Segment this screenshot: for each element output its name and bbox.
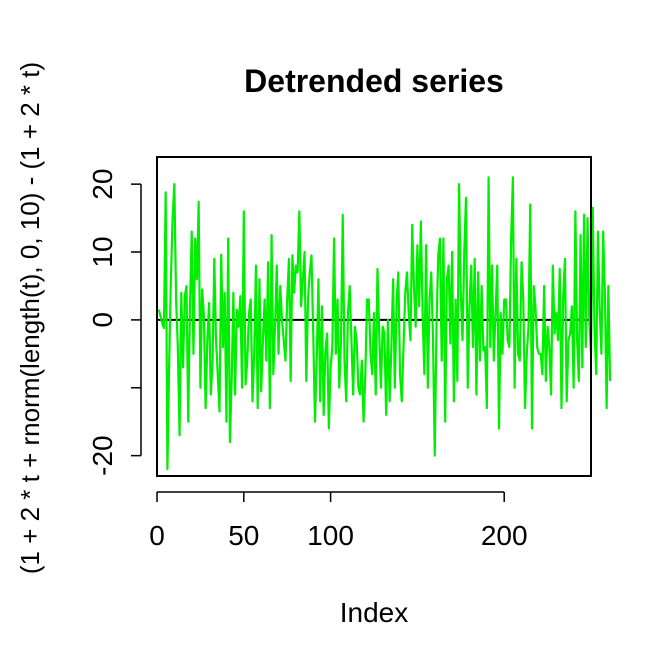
y-tick-label: 20	[87, 169, 118, 200]
y-tick-label: 10	[87, 236, 118, 267]
x-tick-label: 200	[481, 520, 528, 551]
plot-frame	[156, 156, 592, 477]
x-tick-label: 0	[149, 520, 165, 551]
x-tick-label: 50	[228, 520, 259, 551]
y-axis-label: (1 + 2 * t + rnorm(length(t), 0, 10) - (…	[15, 62, 45, 574]
y-axis: -20 0 10 20	[87, 169, 142, 476]
y-tick-label: -20	[87, 435, 118, 475]
chart-title: Detrended series	[244, 63, 504, 99]
y-tick-label: 0	[87, 312, 118, 328]
x-axis-label: Index	[340, 597, 409, 628]
x-tick-label: 100	[307, 520, 354, 551]
x-axis: 0 50 100 200	[149, 491, 528, 551]
series-line	[157, 176, 612, 471]
